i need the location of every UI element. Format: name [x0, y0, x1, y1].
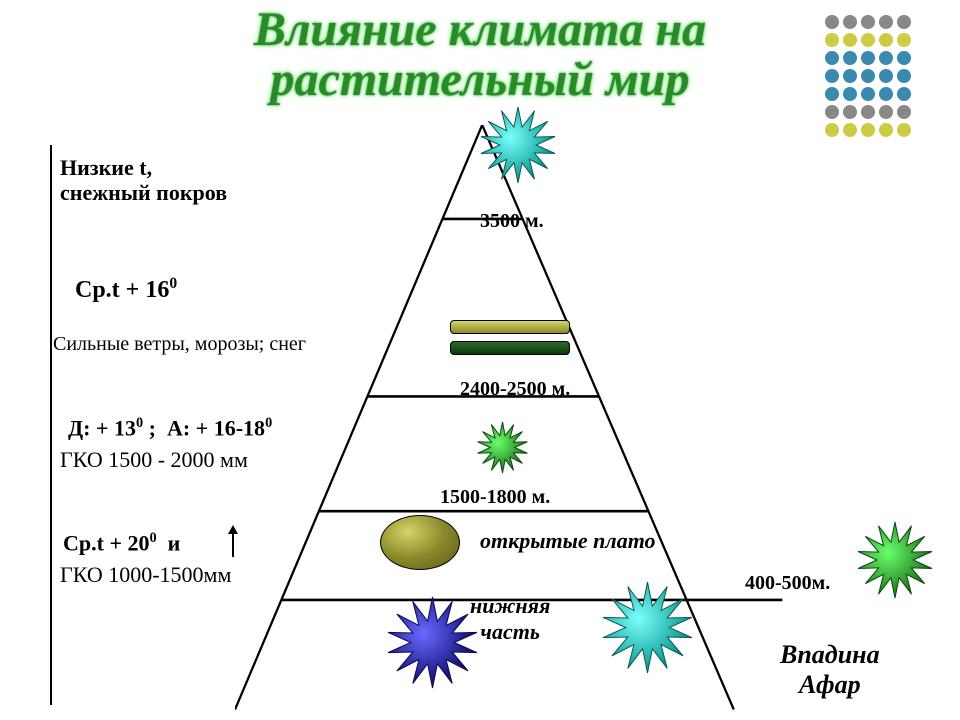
climate-label: Сильные ветры, морозы; снег [53, 333, 306, 356]
burst-icon [385, 595, 480, 690]
decorative-dot [861, 87, 875, 101]
vertical-axis [50, 145, 52, 705]
burst-icon [475, 420, 530, 475]
decorative-dot [861, 105, 875, 119]
decorative-dot [843, 87, 857, 101]
arrow-up-icon [232, 533, 234, 557]
dot-row [825, 33, 945, 47]
burst-icon [600, 580, 695, 675]
decorative-dot [843, 105, 857, 119]
decorative-dot [861, 51, 875, 65]
page-title: Влияние климата на растительный мир [0, 5, 960, 106]
decorative-dot [825, 87, 839, 101]
title-line1: Влияние климата на [254, 3, 706, 56]
shrub-icon [380, 515, 460, 570]
decorative-dot [879, 105, 893, 119]
decorative-dot [897, 69, 911, 83]
decorative-dot [825, 105, 839, 119]
decorative-dot [879, 33, 893, 47]
climate-label: Д: + 130 ; А: + 16-180 [68, 415, 272, 441]
zone-label: открытые плато [480, 528, 656, 554]
decorative-dot [897, 105, 911, 119]
climate-label: Ср.t + 160 [75, 275, 177, 305]
decorative-dot [897, 15, 911, 29]
decorative-dot [843, 15, 857, 29]
decorative-dot [825, 33, 839, 47]
decorative-dot [879, 87, 893, 101]
decorative-dot [843, 33, 857, 47]
elevation-label: 3500 м. [480, 210, 544, 233]
climate-label: ГКО 1000-1500мм [60, 562, 231, 587]
decorative-dot [897, 51, 911, 65]
decorative-dot [879, 123, 893, 137]
decorative-dot [861, 33, 875, 47]
decorative-dot [861, 123, 875, 137]
decorative-dot [879, 15, 893, 29]
climate-label: Ср.t + 200 и [63, 530, 180, 556]
decorative-dot [897, 33, 911, 47]
decorative-dot [843, 69, 857, 83]
elevation-label: 1500-1800 м. [440, 486, 550, 509]
decorative-dot [843, 51, 857, 65]
climate-label: ГКО 1500 - 2000 мм [60, 447, 248, 472]
zone-label: нижняячасть [470, 593, 550, 645]
zone-label: ВпадинаАфар [780, 640, 880, 700]
layer-bar [450, 320, 570, 334]
decorative-dot [897, 87, 911, 101]
dot-row [825, 87, 945, 101]
title-line2: растительный мир [271, 53, 690, 106]
decorative-dot [897, 123, 911, 137]
dot-row [825, 15, 945, 29]
decorative-dot [879, 69, 893, 83]
layer-bar [450, 341, 570, 355]
dot-row [825, 51, 945, 65]
elevation-label: 400-500м. [745, 572, 830, 595]
decorative-dot [861, 15, 875, 29]
decorative-dot [825, 51, 839, 65]
dot-row [825, 105, 945, 119]
burst-icon [855, 520, 935, 600]
burst-icon [478, 105, 558, 185]
climate-label: Низкие t,снежный покров [60, 155, 227, 206]
decorative-dot [843, 123, 857, 137]
decorative-dot [861, 69, 875, 83]
dot-row [825, 69, 945, 83]
decorative-dot [825, 15, 839, 29]
decorative-dot [879, 51, 893, 65]
decorative-dot [825, 123, 839, 137]
dot-row [825, 123, 945, 137]
corner-dots [825, 15, 945, 137]
elevation-label: 2400-2500 м. [460, 378, 570, 401]
decorative-dot [825, 69, 839, 83]
